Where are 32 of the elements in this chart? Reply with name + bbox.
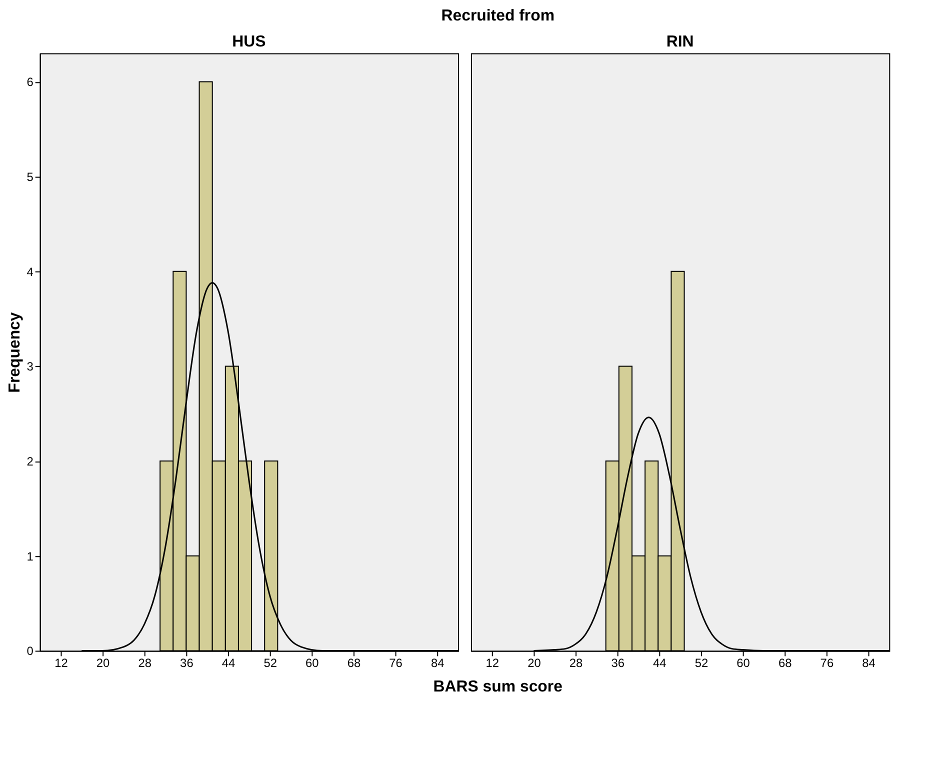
chart-title: HUS <box>232 33 266 50</box>
x-tick-label: 76 <box>389 656 403 670</box>
y-tick-label: 0 <box>26 644 34 658</box>
y-axis-title: Frequency <box>6 312 24 393</box>
x-tick-label: 52 <box>264 656 278 670</box>
x-tick-label: 52 <box>694 656 708 670</box>
x-tick-label: 28 <box>138 656 152 670</box>
x-tick-label: 68 <box>347 656 361 670</box>
x-tick-label: 12 <box>54 656 68 670</box>
x-tick-label: 76 <box>820 656 834 670</box>
x-tick-label: 84 <box>862 656 876 670</box>
x-tick-label: 68 <box>778 656 792 670</box>
y-tick-label: 5 <box>26 170 34 184</box>
x-tick-label: 44 <box>222 656 236 670</box>
x-axis-title: BARS sum score <box>433 678 563 696</box>
x-tick-label: 44 <box>653 656 667 670</box>
x-tick-label: 60 <box>306 656 320 670</box>
text: Recruited from <box>441 7 554 24</box>
y-tick-label: 6 <box>26 75 34 90</box>
x-tick-label: 60 <box>736 656 750 670</box>
x-tick-label: 36 <box>180 656 194 670</box>
x-tick-label: 36 <box>611 656 625 670</box>
x-tick-label: 20 <box>96 656 110 670</box>
y-tick-label: 1 <box>26 549 34 564</box>
y-tick-label: 4 <box>26 264 34 279</box>
y-tick-label: 2 <box>26 454 34 469</box>
x-tick-label: 12 <box>486 656 500 670</box>
chart-title: RIN <box>666 33 694 50</box>
x-tick-label: 84 <box>430 656 445 670</box>
x-tick-label: 28 <box>569 656 584 670</box>
y-tick-label: 3 <box>26 360 34 374</box>
x-tick-label: 20 <box>528 656 542 670</box>
